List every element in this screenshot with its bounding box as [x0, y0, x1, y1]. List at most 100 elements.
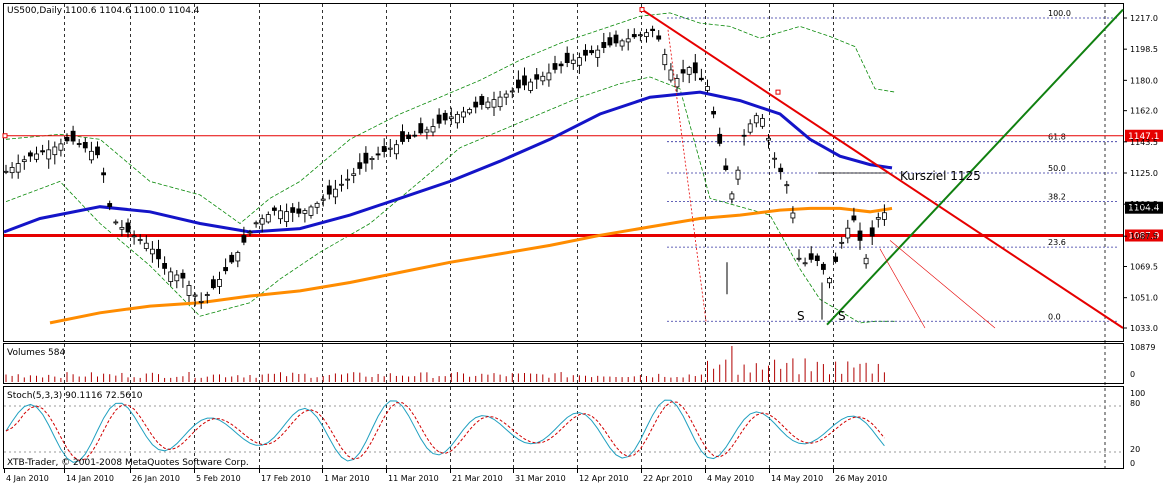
candle-body [21, 159, 27, 162]
fib-label: 38.2 [1048, 193, 1066, 202]
candle-body [198, 300, 204, 303]
date-tick-label: 5 Feb 2010 [196, 474, 241, 483]
date-tick-label: 21 Mar 2010 [452, 474, 503, 483]
candle-body [156, 248, 161, 260]
candle-body [583, 49, 588, 56]
candle-body [223, 267, 229, 272]
candle-body [814, 255, 820, 261]
volume-label: Volumes 584 [7, 348, 65, 358]
candle-body [705, 86, 710, 91]
candle-body [345, 178, 351, 181]
candle-body [534, 74, 540, 80]
price-tag-label: 1104.4 [1128, 204, 1160, 214]
date-tick-label: 26 May 2010 [835, 474, 887, 483]
candle-body [601, 42, 607, 48]
stoch-tick-label: 0 [1130, 459, 1135, 468]
copyright: XTB-Trader, © 2001-2008 MetaQuotes Softw… [7, 458, 249, 468]
price-tick-label: 1162.0 [1130, 107, 1158, 116]
candle-body [217, 279, 222, 287]
price-tag-box [1125, 229, 1163, 242]
volume-tick-label: 10879 [1130, 343, 1155, 352]
candle-body [107, 203, 113, 207]
candlesticks [3, 25, 887, 320]
candle-body [552, 63, 558, 70]
candle-body [326, 185, 332, 195]
candle-body [137, 239, 143, 241]
candle-body [406, 134, 412, 140]
stoch-tick-label: 80 [1130, 399, 1140, 408]
candle-body [863, 257, 869, 265]
axis-labels: 1217.0 1198.5 1180.0 1162.0 1143.5 1125.0 1106… [4, 14, 1158, 483]
candle-body [686, 67, 692, 75]
candle-body [589, 50, 594, 54]
date-tick-label: 4 May 2010 [707, 474, 754, 483]
anchor-marker [2, 133, 8, 139]
candle-body [235, 252, 241, 262]
date-tick-label: 1 Mar 2010 [324, 474, 370, 483]
candle-body [9, 167, 15, 174]
candle-body [784, 184, 790, 187]
ma-short [3, 90, 893, 234]
candle-body [808, 253, 814, 260]
candle-body [296, 208, 302, 214]
candle-body [522, 75, 527, 86]
candle-body [375, 153, 381, 156]
candle-body [290, 207, 296, 213]
date-tick-label: 22 Apr 2010 [643, 474, 692, 483]
fan-line [889, 240, 996, 329]
candle-body [58, 143, 64, 151]
candle-body [516, 79, 521, 89]
price-tick-label: 1125.0 [1130, 169, 1158, 178]
support-trendline [826, 8, 1124, 326]
candle-body [149, 248, 155, 255]
price-tick-label: 1069.5 [1130, 263, 1158, 272]
price-tick-label: 1180.0 [1130, 76, 1158, 85]
stoch-panel[interactable] [3, 386, 1124, 469]
candle-body [595, 49, 601, 58]
candle-body [644, 32, 649, 37]
symbol-line: US500,Daily 1100.6 1104.6 1100.0 1104.4 [7, 6, 200, 16]
annotation-s-right: S [838, 309, 846, 323]
candle-body [387, 147, 393, 150]
candle-body [180, 272, 186, 279]
candle-body [320, 198, 326, 201]
price-tag-label: 1147.1 [1128, 132, 1160, 142]
price-tick-label: 1033.0 [1130, 324, 1158, 333]
candle-body [442, 112, 448, 121]
candle-body [461, 111, 466, 118]
candle-body [284, 211, 290, 222]
price-tag-box [1125, 201, 1163, 214]
candle-body [802, 262, 808, 265]
candle-body [454, 114, 460, 124]
candle-body [89, 150, 94, 161]
candle-body [70, 130, 76, 142]
candle-body [827, 278, 832, 284]
date-tick-label: 17 Feb 2010 [261, 474, 311, 483]
candle-body [363, 152, 369, 164]
candle-body [711, 110, 716, 115]
candle-body [174, 274, 180, 282]
candle-body [27, 152, 33, 157]
candle-body [204, 294, 210, 296]
candle-body [528, 81, 533, 91]
candle-body [479, 96, 485, 105]
candle-body [485, 101, 491, 109]
candle-body [46, 149, 52, 160]
candle-body [76, 143, 82, 145]
candle-body [400, 131, 405, 142]
candle-body [607, 37, 613, 46]
volume-panel[interactable] [3, 343, 1124, 384]
candle-body [381, 146, 387, 152]
candle-body [564, 52, 570, 63]
candle-body [192, 294, 198, 297]
candle-body [619, 40, 625, 47]
candle-body [839, 241, 845, 244]
candle-body [82, 141, 88, 149]
candle-body [113, 221, 119, 224]
annotation-s-left: S [797, 309, 805, 323]
candle-body [692, 62, 698, 74]
candle-body [308, 206, 314, 216]
candle-body [40, 150, 45, 153]
candle-body [229, 254, 235, 263]
